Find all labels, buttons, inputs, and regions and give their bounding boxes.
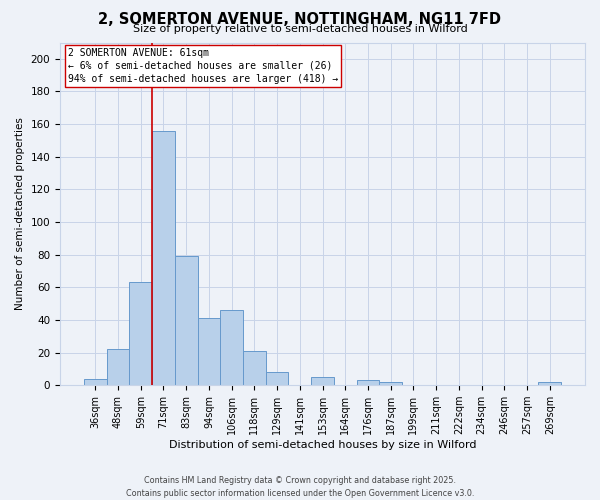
Bar: [266, 372, 289, 385]
Y-axis label: Number of semi-detached properties: Number of semi-detached properties: [15, 118, 25, 310]
Bar: [220, 310, 243, 385]
Bar: [311, 377, 334, 385]
Bar: [379, 382, 402, 385]
Bar: [152, 130, 175, 385]
Bar: [356, 380, 379, 385]
Text: 2 SOMERTON AVENUE: 61sqm
← 6% of semi-detached houses are smaller (26)
94% of se: 2 SOMERTON AVENUE: 61sqm ← 6% of semi-de…: [68, 48, 338, 84]
Text: Contains HM Land Registry data © Crown copyright and database right 2025.
Contai: Contains HM Land Registry data © Crown c…: [126, 476, 474, 498]
Bar: [538, 382, 561, 385]
Bar: [130, 282, 152, 385]
X-axis label: Distribution of semi-detached houses by size in Wilford: Distribution of semi-detached houses by …: [169, 440, 476, 450]
Bar: [243, 351, 266, 385]
Bar: [175, 256, 197, 385]
Bar: [197, 318, 220, 385]
Bar: [107, 350, 130, 385]
Bar: [84, 378, 107, 385]
Text: Size of property relative to semi-detached houses in Wilford: Size of property relative to semi-detach…: [133, 24, 467, 34]
Text: 2, SOMERTON AVENUE, NOTTINGHAM, NG11 7FD: 2, SOMERTON AVENUE, NOTTINGHAM, NG11 7FD: [98, 12, 502, 28]
